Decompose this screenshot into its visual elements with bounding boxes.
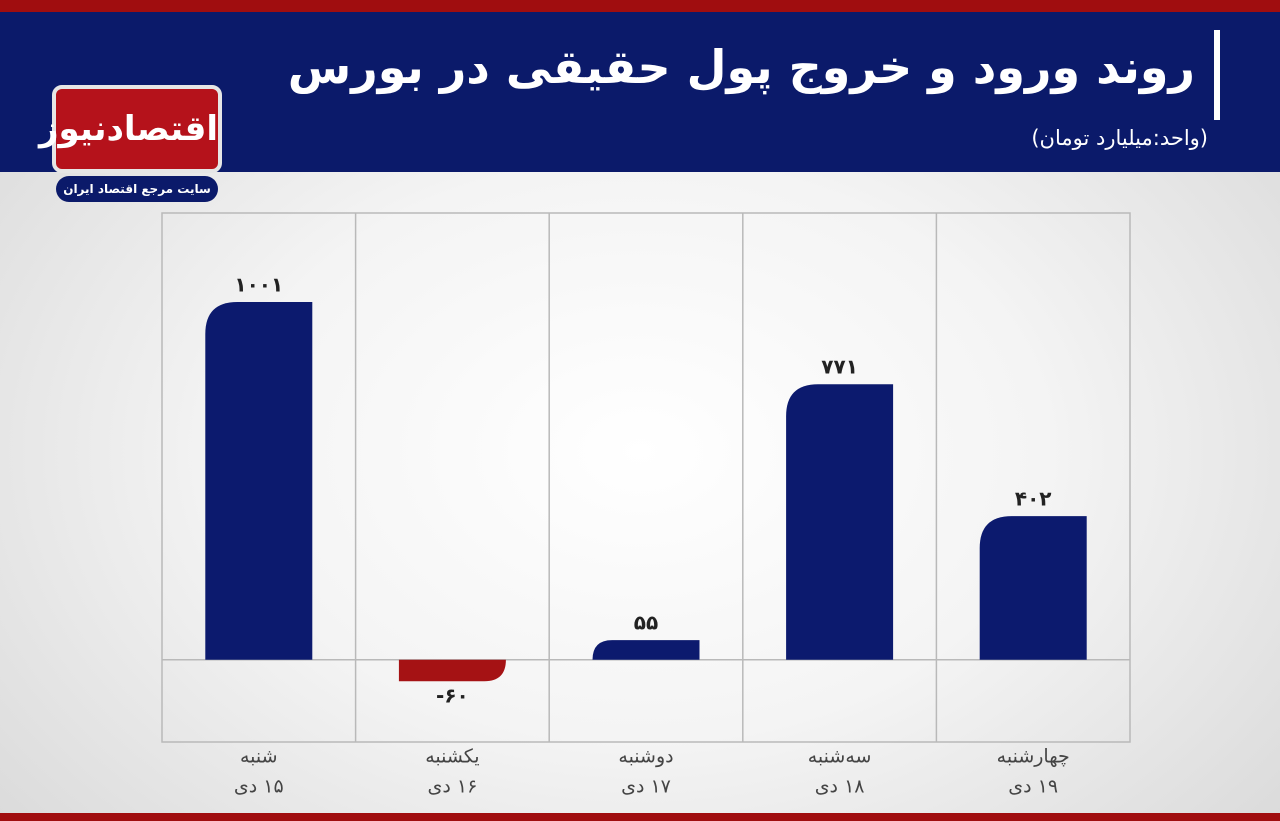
x-tick-label: ۱۷ دی [621,776,671,798]
value-label: ۱۰۰۱ [234,273,283,297]
value-label: -۶۰ [436,684,469,708]
logo: اقتصادنیوز [39,85,222,173]
chart-title: روند ورود و خروج پول حقیقی در بورس [287,40,1195,94]
x-tick-label: شنبه [240,746,278,768]
bar [979,516,1087,660]
x-tick-label: چهارشنبه [997,746,1070,768]
x-tick-label: ۱۶ دی [428,776,478,798]
chart-subtitle: (واحد:میلیارد تومان) [1031,126,1208,150]
bar [398,659,506,682]
bar [205,302,313,660]
value-label: ۵۵ [634,611,658,635]
x-tick-label: دوشنبه [618,746,673,768]
x-tick-label: ۱۵ دی [234,776,284,798]
value-label: ۴۰۲ [1015,487,1052,511]
bar [592,640,700,660]
logo-tagline: سایت مرجع اقتصاد ایران [56,176,218,202]
value-label: ۷۷۱ [821,355,858,379]
x-tick-label: سه‌شنبه [808,746,872,768]
title-accent [1214,30,1220,120]
plot-frame [161,212,1131,743]
x-tick-label: یکشنبه [425,746,479,768]
x-tick-label: ۱۹ دی [1008,776,1058,798]
bar [786,384,894,660]
x-tick-label: ۱۸ دی [815,776,865,798]
footer-band [0,813,1280,821]
